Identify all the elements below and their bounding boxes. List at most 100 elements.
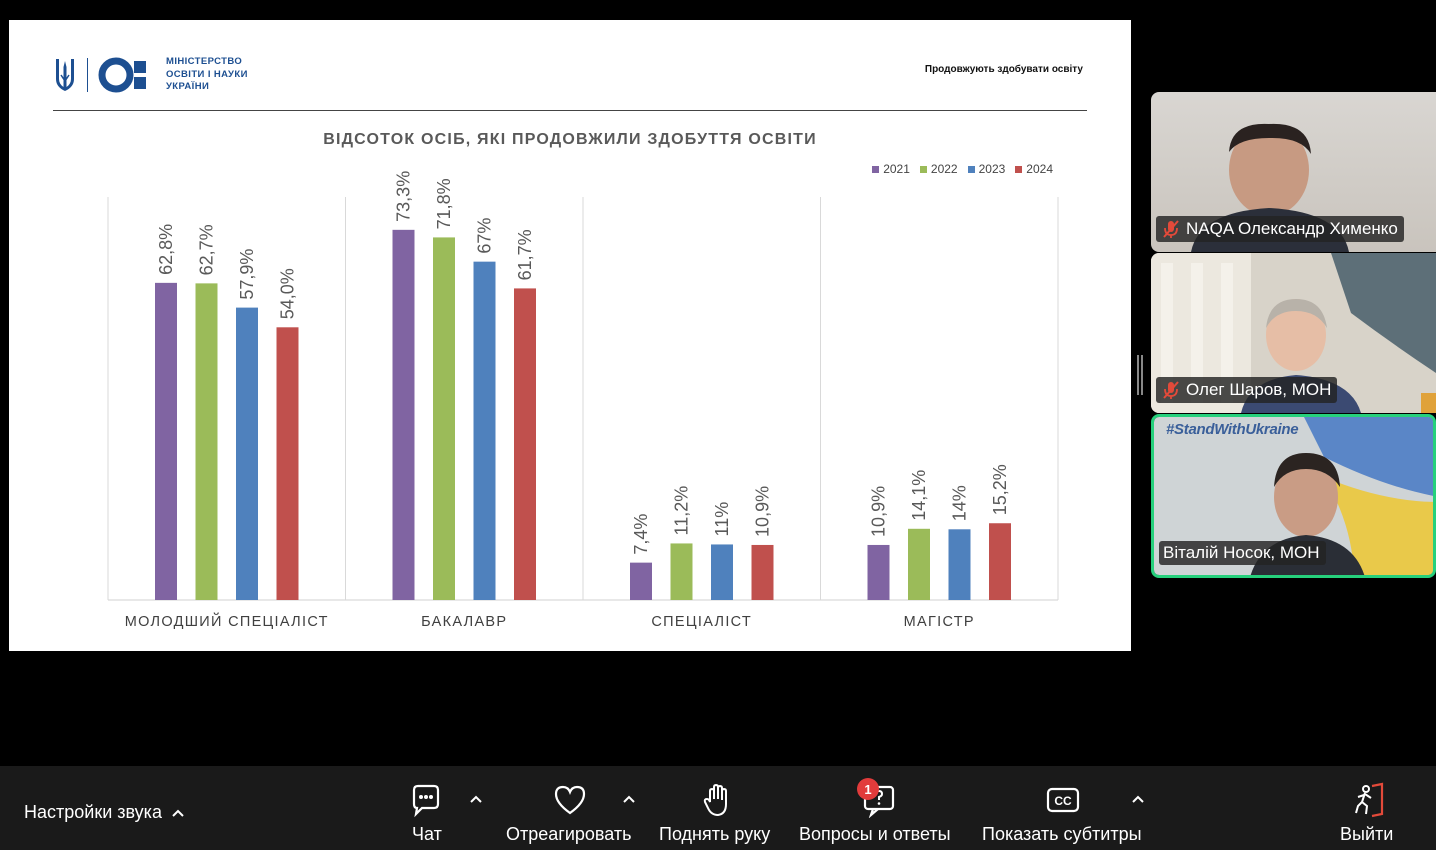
meeting-toolbar: Настройки звука Чат Отреагировать Поднят… (0, 766, 1436, 850)
bar-2023-0 (236, 307, 258, 600)
logo-divider (87, 57, 88, 92)
legend-item-2024: 2024 (1015, 162, 1053, 176)
category-label: БАКАЛАВР (421, 614, 507, 630)
bar-2022-2 (670, 543, 693, 600)
legend-label: 2022 (930, 162, 958, 176)
data-label: 71,8% (434, 178, 454, 229)
data-label: 10,9% (869, 486, 889, 537)
react-options-caret-icon[interactable] (622, 794, 636, 804)
data-label: 15,2% (990, 464, 1010, 515)
raise-hand-button[interactable]: Поднять руку (658, 766, 776, 850)
participant-name-tag-1: NAQA Олександр Хименко (1156, 216, 1404, 242)
slide-header-text: Продовжують здобувати освіту (924, 64, 1083, 75)
category-label: МАГІСТР (904, 614, 975, 630)
audio-settings-label: Настройки звука (24, 802, 162, 822)
mic-off-icon (1163, 381, 1179, 399)
data-label: 54,0% (278, 268, 298, 319)
trident-icon (56, 58, 74, 91)
participant-name-tag-3: Віталій Носок, МОН (1159, 541, 1326, 565)
audio-settings-button[interactable]: Настройки звука (24, 802, 184, 823)
data-label: 10,9% (753, 486, 773, 537)
data-label: 62,8% (156, 224, 176, 275)
data-label: 11,2% (672, 486, 692, 536)
chat-options-caret-icon[interactable] (469, 794, 483, 804)
legend-swatch (919, 165, 927, 173)
bar-2021-2 (630, 562, 652, 600)
legend-item-2021: 2021 (872, 162, 910, 176)
data-label: 57,9% (237, 249, 257, 300)
captions-label: Показать субтитры (982, 824, 1142, 844)
react-button[interactable]: Отреагировать (505, 766, 635, 850)
captions-options-caret-icon[interactable] (1131, 794, 1145, 804)
data-label: 73,3% (394, 171, 414, 222)
participant-tile-1[interactable]: NAQA Олександр Хименко (1151, 92, 1436, 252)
chevron-up-icon (172, 809, 184, 817)
standwithukraine-overlay: #StandWithUkraine (1166, 421, 1299, 438)
data-label: 67% (475, 218, 495, 254)
legend-swatch (872, 165, 880, 173)
participant-tile-2[interactable]: Олег Шаров, МОН (1151, 253, 1436, 413)
data-label: 14,1% (909, 470, 929, 521)
bar-chart: 62,8% 62,7% 57,9% 54,0% МОЛОДШИЙ СПЕЦІАЛІСТ 7… (107, 171, 1059, 630)
bar-2024-2 (751, 544, 774, 600)
bar-2023-3 (948, 529, 971, 600)
ministry-name: МІНІСТЕРСТВО ОСВІТИ І НАУКИ УКРАЇНИ (166, 56, 248, 94)
leave-icon (1355, 782, 1384, 818)
bar-2021-3 (867, 544, 890, 600)
participant-tile-3-active-speaker[interactable]: #StandWithUkraine Віталій Носок, МОН (1151, 414, 1436, 578)
participant-name: Олег Шаров, МОН (1186, 380, 1332, 399)
chat-icon (412, 784, 440, 818)
panel-splitter-handle[interactable] (1137, 355, 1143, 395)
qa-label: Вопросы и ответы (799, 824, 951, 844)
category-label: МОЛОДШИЙ СПЕЦІАЛІСТ (125, 612, 329, 630)
bar-2022-1 (433, 237, 455, 600)
mon-logo-mark (98, 57, 146, 93)
legend-swatch (1015, 165, 1023, 173)
raise-hand-icon (703, 783, 727, 817)
chart-legend: 2021 2022 2023 2024 (872, 162, 1053, 176)
data-label: 14% (950, 485, 970, 521)
bar-2021-1 (392, 229, 415, 600)
qa-notification-badge: 1 (857, 778, 879, 800)
leave-label: Выйти (1340, 824, 1394, 844)
ministry-line-1: МІНІСТЕРСТВО (166, 56, 243, 67)
legend-label: 2024 (1026, 162, 1053, 176)
data-label: 61,7% (515, 229, 535, 280)
legend-swatch (967, 165, 975, 173)
ministry-logo: МІНІСТЕРСТВО ОСВІТИ І НАУКИ УКРАЇНИ (53, 56, 248, 94)
react-label: Отреагировать (506, 824, 632, 844)
leave-button[interactable]: Выйти (1339, 766, 1397, 850)
data-label: 11% (712, 502, 732, 537)
bar-2024-3 (989, 523, 1011, 600)
captions-button[interactable]: CC Показать субтитры (981, 766, 1145, 850)
qa-button[interactable]: 1 Вопросы и ответы (799, 766, 959, 850)
closed-captions-icon: CC (1046, 787, 1080, 813)
participant-name-tag-2: Олег Шаров, МОН (1156, 377, 1338, 403)
header-rule (53, 110, 1087, 111)
mic-off-icon (1163, 220, 1179, 238)
participant-video-2 (1151, 253, 1436, 413)
ministry-line-2: ОСВІТИ І НАУКИ (166, 68, 248, 80)
category-label: СПЕЦІАЛІСТ (651, 614, 752, 630)
data-label: 62,7% (197, 224, 217, 275)
chart-title: ВІДСОТОК ОСІБ, ЯКІ ПРОДОВЖИЛИ ЗДОБУТТЯ О… (323, 131, 817, 148)
svg-text:CC: CC (1054, 794, 1072, 808)
participant-name: Віталій Носок, МОН (1163, 543, 1320, 562)
shared-slide: МІНІСТЕРСТВО ОСВІТИ І НАУКИ УКРАЇНИ Прод… (9, 20, 1131, 651)
legend-label: 2021 (883, 162, 910, 176)
legend-label: 2023 (978, 162, 1006, 176)
legend-item-2022: 2022 (919, 162, 958, 176)
data-label: 7,4% (631, 514, 651, 555)
heart-icon (554, 785, 586, 815)
bar-2022-0 (195, 283, 218, 600)
ministry-line-3: УКРАЇНИ (166, 81, 210, 92)
bar-2023-1 (473, 261, 496, 600)
bar-2022-3 (908, 528, 930, 600)
bar-2023-2 (711, 544, 733, 600)
legend-item-2023: 2023 (967, 162, 1006, 176)
chat-button[interactable]: Чат (406, 766, 446, 850)
raise-hand-label: Поднять руку (659, 824, 771, 844)
bar-2024-1 (514, 288, 536, 600)
chat-label: Чат (412, 824, 442, 844)
